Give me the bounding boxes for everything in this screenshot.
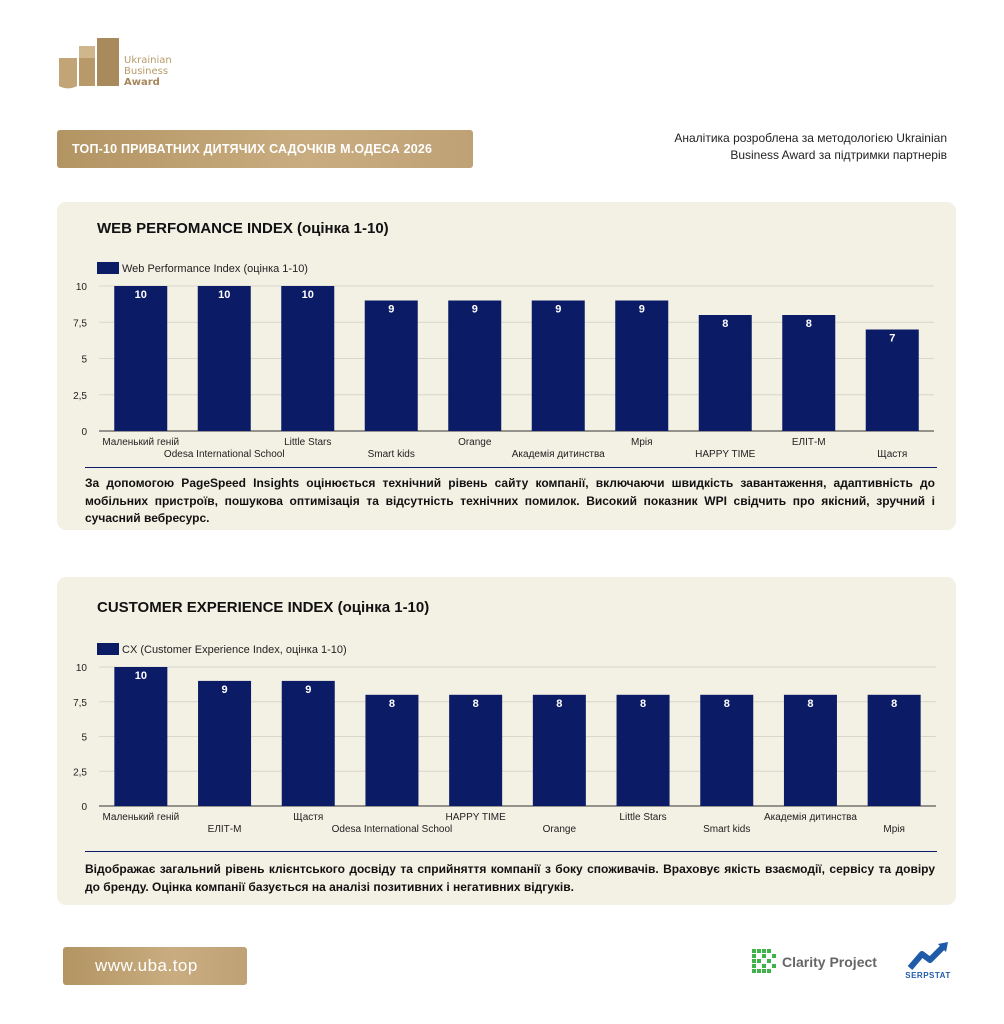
serpstat-chart-icon [907, 942, 948, 970]
logo-line-1: Ukrainian [124, 55, 172, 66]
cx-bar [532, 694, 586, 806]
wpi-data-label: 7 [889, 333, 895, 345]
cx-bar [198, 680, 252, 806]
wpi-bar [698, 315, 752, 431]
logo-wordmark: Ukrainian Business Award [124, 55, 172, 88]
cx-panel: CUSTOMER EXPERIENCE INDEX (оцінка 1-10) … [57, 577, 956, 905]
cx-data-label: 8 [389, 698, 395, 710]
cx-data-label: 8 [556, 698, 562, 710]
cx-bar [365, 694, 419, 806]
cx-x-tick-label: Щастя [293, 812, 323, 823]
wpi-x-tick-label: Odesa International School [164, 449, 285, 460]
cx-x-tick-label: HAPPY TIME [446, 812, 507, 823]
wpi-bar [197, 286, 251, 431]
cx-bar [616, 694, 670, 806]
cx-bar [700, 694, 754, 806]
page-title: ТОП-10 ПРИВАТНИХ ДИТЯЧИХ САДОЧКІВ М.ОДЕС… [57, 130, 473, 168]
wpi-x-tick-label: Маленький геній [102, 437, 179, 448]
wpi-data-label: 9 [472, 304, 478, 316]
cx-x-tick-label: Маленький геній [102, 812, 179, 823]
cx-panel-title: CUSTOMER EXPERIENCE INDEX (оцінка 1-10) [97, 599, 430, 616]
wpi-bar-chart: Web Performance Index (оцінка 1-10) 0 2,5 5… [73, 262, 934, 460]
wpi-x-tick-label: ЕЛІТ-М [792, 437, 826, 448]
serpstat-logo: SERPSTAT [900, 940, 956, 984]
wpi-description: За допомогою PageSpeed Insights оцінюєть… [85, 476, 935, 525]
wpi-bar [364, 300, 418, 431]
cx-data-label: 9 [305, 684, 311, 696]
cx-x-tick-label: Академія дитинства [764, 812, 857, 823]
wpi-data-label: 10 [218, 289, 230, 301]
wpi-data-label: 8 [722, 318, 728, 330]
wpi-bar [114, 286, 168, 431]
uba-logo-mark [59, 38, 119, 89]
wpi-y-tick-label: 7,5 [73, 318, 87, 329]
clarity-project-logo: Clarity Project [752, 948, 877, 975]
wpi-data-label: 9 [639, 304, 645, 316]
wpi-separator [85, 467, 937, 468]
uba-logo: Ukrainian Business Award [57, 36, 187, 92]
cx-data-label: 10 [135, 670, 147, 682]
cx-data-label: 8 [473, 698, 479, 710]
methodology-note: Аналітика розроблена за методологією Ukr… [674, 131, 947, 162]
logo-line-2: Business [124, 66, 169, 77]
cx-bar [867, 694, 921, 806]
logo-line-3: Award [124, 77, 160, 88]
cx-data-label: 8 [640, 698, 646, 710]
wpi-y-tick-label: 5 [81, 355, 87, 366]
wpi-data-label: 10 [135, 289, 147, 301]
wpi-x-tick-label: Академія дитинства [512, 449, 605, 460]
cx-x-tick-label: Odesa International School [332, 824, 453, 835]
wpi-x-tick-label: Orange [458, 437, 492, 448]
wpi-legend-label: Web Performance Index (оцінка 1-10) [122, 263, 308, 275]
wpi-legend-swatch [97, 262, 119, 274]
wpi-data-label: 9 [388, 304, 394, 316]
cx-data-label: 8 [724, 698, 730, 710]
cx-bar-chart: CX (Customer Experience Index, оцінка 1-… [73, 643, 936, 835]
cx-legend-label: CX (Customer Experience Index, оцінка 1-… [122, 644, 347, 656]
cx-separator [85, 851, 937, 852]
wpi-y-tick-label: 0 [81, 427, 87, 438]
wpi-panel-title: WEB PERFOMANCE INDEX (оцінка 1-10) [97, 220, 389, 237]
cx-description: Відображає загальний рівень клієнтського… [85, 862, 935, 894]
cx-x-tick-label: Мрія [883, 824, 905, 835]
wpi-y-tick-label: 2,5 [73, 391, 87, 402]
cx-x-tick-label: Orange [543, 824, 577, 835]
cx-data-label: 8 [891, 698, 897, 710]
wpi-x-tick-label: Little Stars [284, 437, 331, 448]
cx-y-tick-label: 10 [76, 663, 88, 674]
cx-bar [281, 680, 335, 806]
wpi-bar [615, 300, 669, 431]
wpi-bar [281, 286, 335, 431]
wpi-x-tick-label: Smart kids [368, 449, 415, 460]
wpi-bar [865, 329, 919, 431]
cx-legend-swatch [97, 643, 119, 655]
clarity-grid-icon [752, 948, 776, 973]
wpi-bar [531, 300, 585, 431]
cx-bar [783, 694, 837, 806]
cx-bar [449, 694, 503, 806]
cx-data-label: 9 [221, 684, 227, 696]
cx-x-tick-label: Little Stars [619, 812, 666, 823]
clarity-project-label: Clarity Project [782, 953, 877, 970]
website-link[interactable]: www.uba.top [63, 947, 247, 985]
cx-y-tick-label: 7,5 [73, 698, 87, 709]
cx-y-tick-label: 0 [81, 802, 87, 813]
wpi-bar [448, 300, 502, 431]
wpi-data-label: 10 [302, 289, 314, 301]
wpi-panel: WEB PERFOMANCE INDEX (оцінка 1-10) Web P… [57, 202, 956, 530]
cx-y-tick-label: 2,5 [73, 767, 87, 778]
cx-bar [114, 667, 168, 806]
wpi-x-tick-label: HAPPY TIME [695, 449, 756, 460]
wpi-data-label: 9 [555, 304, 561, 316]
cx-data-label: 8 [807, 698, 813, 710]
cx-x-tick-label: Smart kids [703, 824, 750, 835]
wpi-data-label: 8 [806, 318, 812, 330]
wpi-x-tick-label: Щастя [877, 449, 907, 460]
wpi-y-tick-label: 10 [76, 282, 88, 293]
wpi-bar [782, 315, 836, 431]
cx-x-tick-label: ЕЛІТ-М [208, 824, 242, 835]
wpi-x-tick-label: Мрія [631, 437, 653, 448]
serpstat-label: SERPSTAT [905, 971, 951, 980]
cx-y-tick-label: 5 [81, 733, 87, 744]
